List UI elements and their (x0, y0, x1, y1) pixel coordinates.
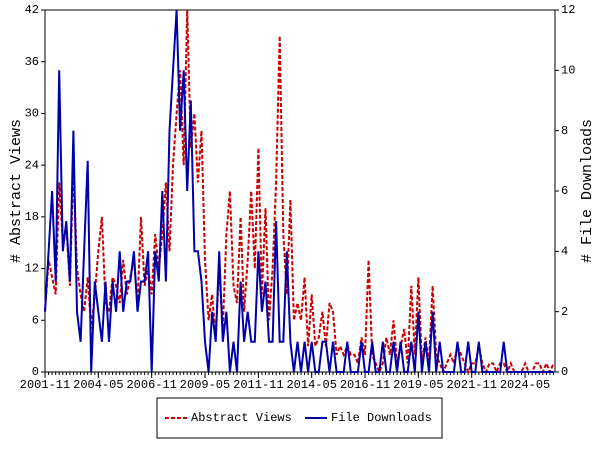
legend-label: Abstract Views (191, 411, 292, 425)
x-tick-label: 2024-05 (500, 378, 550, 392)
x-tick-label: 2014-05 (286, 378, 336, 392)
y-tick-label: 36 (25, 55, 39, 69)
y2-axis-label: # File Downloads (579, 119, 596, 263)
y-tick-label: 42 (25, 3, 39, 17)
x-tick-label: 2004-05 (73, 378, 123, 392)
x-tick-label: 2021-11 (447, 378, 497, 392)
y2-tick-label: 12 (561, 3, 575, 17)
y2-tick-label: 4 (561, 245, 568, 259)
y-tick-label: 0 (32, 365, 39, 379)
y-tick-label: 6 (32, 313, 39, 327)
y2-tick-label: 8 (561, 124, 568, 138)
x-tick-label: 2009-05 (180, 378, 230, 392)
y2-tick-label: 2 (561, 305, 568, 319)
x-tick-label: 2011-11 (233, 378, 283, 392)
x-tick-label: 2016-11 (340, 378, 390, 392)
y-tick-label: 18 (25, 210, 39, 224)
y-tick-label: 12 (25, 262, 39, 276)
y2-tick-label: 10 (561, 64, 575, 78)
x-tick-label: 2001-11 (20, 378, 70, 392)
series-line (44, 9, 554, 373)
y2-tick-label: 0 (561, 365, 568, 379)
legend (156, 397, 443, 439)
y2-tick-label: 6 (561, 184, 568, 198)
y-tick-label: 30 (25, 107, 39, 121)
x-tick-label: 2006-11 (126, 378, 176, 392)
legend-label: File Downloads (331, 411, 432, 425)
y-axis-label: # Abstract Views (8, 119, 25, 263)
y-tick-label: 24 (25, 158, 39, 172)
x-tick-label: 2019-05 (393, 378, 443, 392)
